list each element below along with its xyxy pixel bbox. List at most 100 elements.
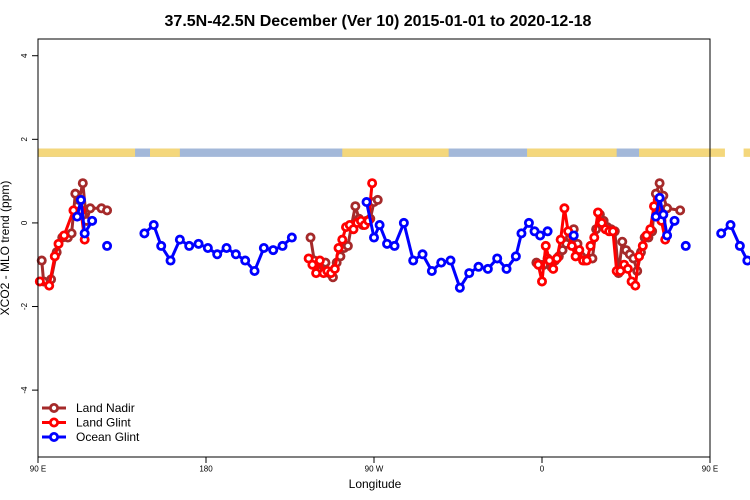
plot-area	[37, 38, 711, 458]
x-tick-label: 90 W	[365, 465, 384, 474]
y-axis-label: XCO2 - MLO trend (ppm)	[0, 181, 12, 316]
series-line	[39, 208, 87, 288]
data-point	[72, 211, 83, 222]
data-point	[350, 201, 361, 212]
data-point	[307, 259, 318, 270]
data-point	[523, 217, 534, 228]
data-point	[174, 234, 185, 245]
data-point	[148, 220, 159, 231]
data-point	[314, 255, 325, 266]
data-point	[607, 226, 618, 237]
data-point	[559, 203, 570, 214]
data-point	[202, 242, 213, 253]
data-point	[589, 232, 600, 243]
data-point	[542, 226, 553, 237]
land-segment	[527, 148, 617, 157]
data-point	[79, 228, 90, 239]
data-point	[258, 242, 269, 253]
data-point	[617, 236, 628, 247]
data-point	[268, 245, 279, 256]
data-point	[537, 276, 548, 287]
land-segment	[38, 148, 136, 157]
data-point	[249, 265, 260, 276]
data-point	[44, 280, 55, 291]
data-point	[501, 263, 512, 274]
data-point	[102, 240, 113, 251]
data-point	[408, 255, 419, 266]
data-point	[165, 255, 176, 266]
y-axis: -4 -2 0 2 4	[20, 53, 38, 394]
land-segment	[342, 148, 449, 157]
y-tick-label: -2	[20, 302, 29, 310]
x-tick-label: 90 E	[30, 465, 46, 474]
data-point	[675, 205, 686, 216]
x-axis: 90 E 180 90 W 0 90 E	[30, 457, 718, 474]
data-point	[548, 263, 559, 274]
data-point	[139, 228, 150, 239]
data-point	[510, 251, 521, 262]
data-point	[193, 238, 204, 249]
chart-title: 37.5N-42.5N December (Ver 10) 2015-01-01…	[165, 13, 592, 30]
data-point	[622, 263, 633, 274]
data-point	[102, 205, 113, 216]
y-tick-label: -4	[20, 386, 29, 394]
data-point	[645, 224, 656, 235]
data-point	[361, 197, 372, 208]
data-point	[634, 251, 645, 262]
data-point	[662, 230, 673, 241]
y-tick-label: 0	[20, 220, 29, 225]
data-point	[742, 255, 750, 266]
data-point	[658, 209, 669, 220]
data-point	[221, 242, 232, 253]
data-point	[482, 263, 493, 274]
x-tick-label: 180	[199, 465, 213, 474]
data-point	[59, 230, 70, 241]
data-point	[277, 240, 288, 251]
land-segment	[743, 148, 750, 157]
data-point	[630, 280, 641, 291]
data-point	[36, 255, 47, 266]
data-point	[637, 240, 648, 251]
data-point	[333, 242, 344, 253]
data-point	[551, 253, 562, 264]
legend-label: Land Nadir	[76, 401, 135, 415]
data-point	[566, 240, 577, 251]
data-point	[454, 282, 465, 293]
data-point	[464, 268, 475, 279]
legend-swatch-marker	[49, 431, 60, 442]
legend-item: Land Glint	[42, 416, 131, 430]
data-point	[533, 259, 544, 270]
data-point	[473, 261, 484, 272]
y-tick-label: 2	[20, 137, 29, 142]
data-point	[305, 232, 316, 243]
legend-swatch-marker	[49, 417, 60, 428]
data-point	[75, 194, 86, 205]
data-point	[716, 228, 727, 239]
data-point	[426, 265, 437, 276]
legend-label: Land Glint	[76, 416, 131, 430]
data-point	[568, 230, 579, 241]
series-land-nadir	[36, 178, 686, 287]
legend-swatch-marker	[49, 402, 60, 413]
data-point	[212, 249, 223, 260]
data-point	[329, 263, 340, 274]
data-point	[555, 234, 566, 245]
data-point	[574, 245, 585, 256]
series-line	[75, 198, 94, 235]
data-point	[156, 240, 167, 251]
data-point	[436, 257, 447, 268]
data-point	[680, 240, 691, 251]
data-point	[725, 220, 736, 231]
data-point	[49, 251, 60, 262]
data-point	[540, 240, 551, 251]
data-point	[77, 178, 88, 189]
data-point	[492, 253, 503, 264]
data-point	[337, 234, 348, 245]
data-point	[184, 240, 195, 251]
land-ocean-strip	[38, 148, 750, 157]
data-point	[389, 240, 400, 251]
legend-item: Ocean Glint	[42, 430, 140, 444]
series-line	[720, 223, 749, 262]
data-point	[398, 217, 409, 228]
